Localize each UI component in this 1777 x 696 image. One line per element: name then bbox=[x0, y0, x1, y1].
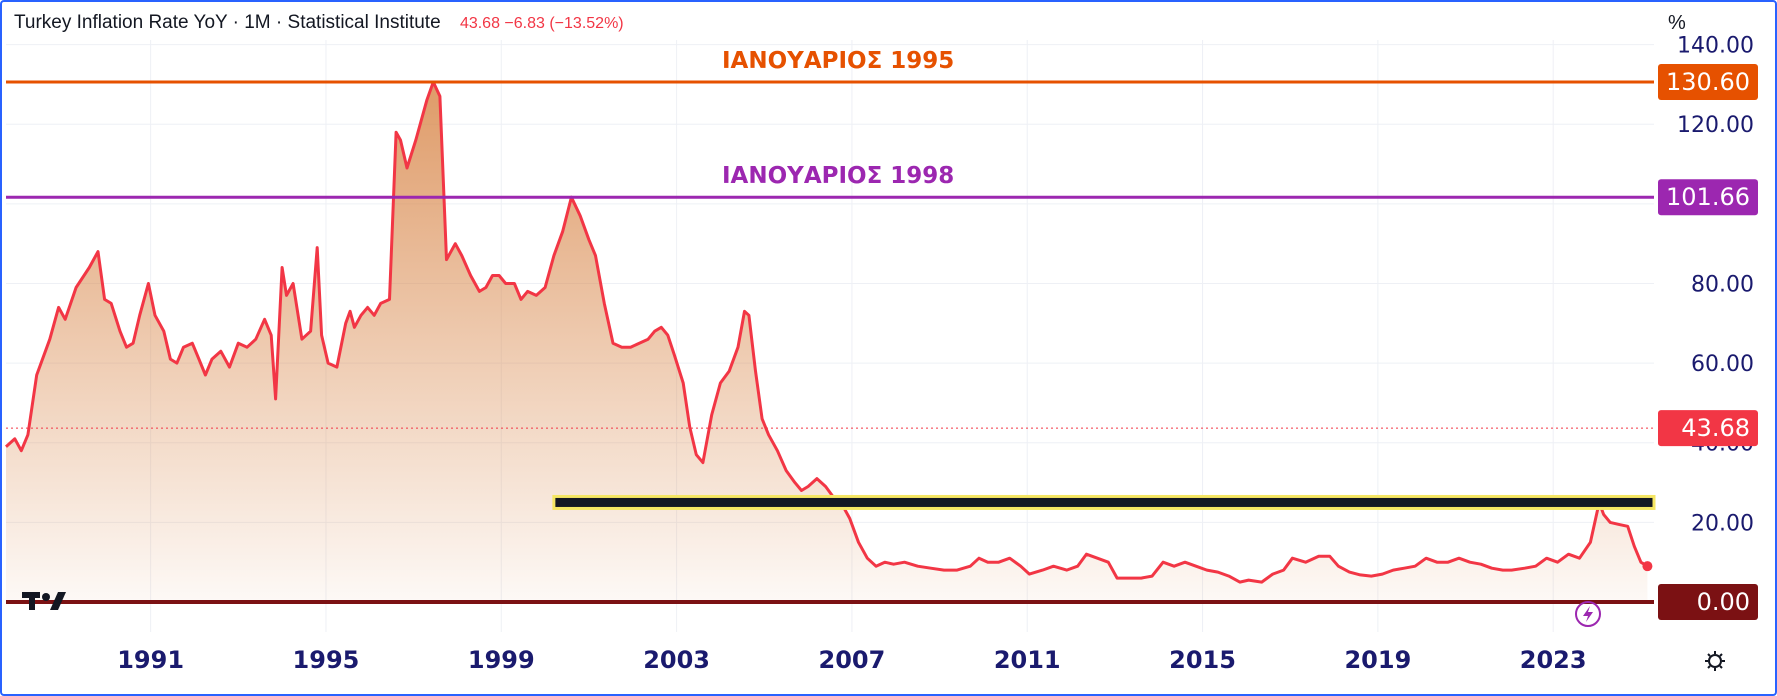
price-tag-label: 101.66 bbox=[1666, 183, 1750, 211]
x-tick-label: 2023 bbox=[1520, 646, 1587, 674]
y-tick-label: 140.00 bbox=[1677, 34, 1754, 59]
level-label: ΙΑΝΟΥΑΡΙΟΣ 1998 bbox=[722, 163, 954, 189]
axis-unit: % bbox=[1668, 12, 1686, 34]
x-axis: 1991 1995 1999 2003 2007 2011 2015 2019 2023 bbox=[117, 646, 1586, 674]
chart-header: Turkey Inflation Rate YoY · 1M · Statist… bbox=[14, 12, 624, 34]
tradingview-logo-icon[interactable] bbox=[22, 592, 66, 610]
gear-icon[interactable] bbox=[1705, 651, 1725, 671]
x-tick-label: 2007 bbox=[819, 646, 886, 674]
level-lines: ΙΑΝΟΥΑΡΙΟΣ 1995 ΙΑΝΟΥΑΡΙΟΣ 1998 bbox=[6, 48, 1656, 604]
value-change: 43.68 −6.83 (−13.52%) bbox=[459, 15, 624, 32]
chart-title: Turkey Inflation Rate YoY · 1M · Statist… bbox=[14, 12, 441, 33]
y-tick-label: 20.00 bbox=[1691, 511, 1754, 536]
level-label: ΙΑΝΟΥΑΡΙΟΣ 1995 bbox=[722, 48, 954, 74]
x-tick-label: 2019 bbox=[1344, 646, 1411, 674]
x-tick-label: 2003 bbox=[643, 646, 710, 674]
x-tick-label: 1999 bbox=[468, 646, 535, 674]
price-tag bbox=[1658, 584, 1758, 620]
price-tag bbox=[1658, 179, 1758, 216]
last-point bbox=[1642, 561, 1653, 572]
price-tag bbox=[1658, 410, 1758, 447]
y-tick-label: 120.00 bbox=[1677, 113, 1754, 138]
price-tag bbox=[1658, 64, 1758, 100]
support-band bbox=[552, 494, 1656, 510]
x-tick-label: 1991 bbox=[117, 646, 184, 674]
price-tag-label: 0.00 bbox=[1697, 588, 1750, 616]
x-tick-label: 1995 bbox=[293, 646, 360, 674]
y-tick-label: 60.00 bbox=[1691, 352, 1754, 377]
x-tick-label: 2015 bbox=[1169, 646, 1236, 674]
x-tick-label: 2011 bbox=[994, 646, 1061, 674]
lightning-icon[interactable] bbox=[1575, 601, 1601, 627]
series-area bbox=[6, 82, 1648, 602]
price-tags: 130.60 101.66 43.68 0.00 bbox=[1658, 64, 1758, 620]
y-tick-label: 80.00 bbox=[1691, 272, 1754, 297]
area-layer bbox=[4, 80, 1649, 602]
price-tag-label: 130.60 bbox=[1666, 68, 1750, 96]
price-tag-label: 43.68 bbox=[1681, 414, 1750, 442]
series-line bbox=[4, 80, 1649, 584]
